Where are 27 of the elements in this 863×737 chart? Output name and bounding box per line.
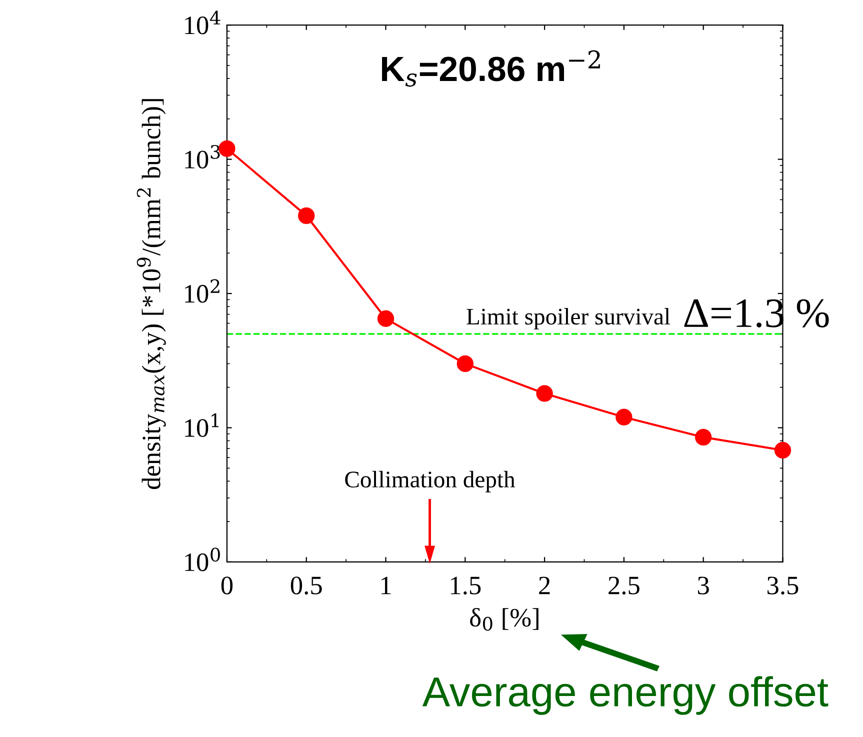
annotation: Collimation depth	[345, 470, 516, 492]
y-tick-label: 10$^{4}$	[185, 10, 220, 34]
point	[377, 310, 394, 327]
y-tick-label: 10$^{0}$	[185, 548, 220, 572]
point	[695, 428, 712, 446]
y-tick-label: 10$^{2}$	[185, 279, 220, 303]
x-tick-label: 2.5	[608, 576, 640, 595]
x-tick-label: 1	[381, 576, 391, 594]
x-tick-label: 3.5	[768, 576, 798, 595]
x-tick-label: 0.5	[290, 576, 322, 595]
x-tick-label: 3	[698, 576, 709, 594]
x-tick-label: 0	[221, 576, 233, 594]
point	[616, 408, 632, 426]
y-tick-label: 10$^{3}$	[185, 144, 220, 169]
point	[298, 207, 315, 224]
x-tick-label: 1.5	[450, 576, 481, 595]
x-axis-title: δ$_{0}$ [%]	[470, 608, 538, 631]
text: Average energy offset	[422, 676, 828, 715]
annotation: K$_{s}$=20.86 m$^{−2}$	[382, 50, 600, 87]
point	[456, 355, 474, 372]
y-axis-title: density$_{max}$(x,y) [*10$^{9}$/(mm$^{2}$ bunch)]	[136, 99, 166, 490]
ref-line-label: Limit spoiler survival	[466, 308, 670, 330]
x-tick-label: 2	[539, 576, 550, 594]
point	[218, 140, 236, 157]
point	[536, 385, 553, 402]
y-tick-label: 10$^{1}$	[185, 413, 219, 437]
point	[774, 442, 792, 459]
